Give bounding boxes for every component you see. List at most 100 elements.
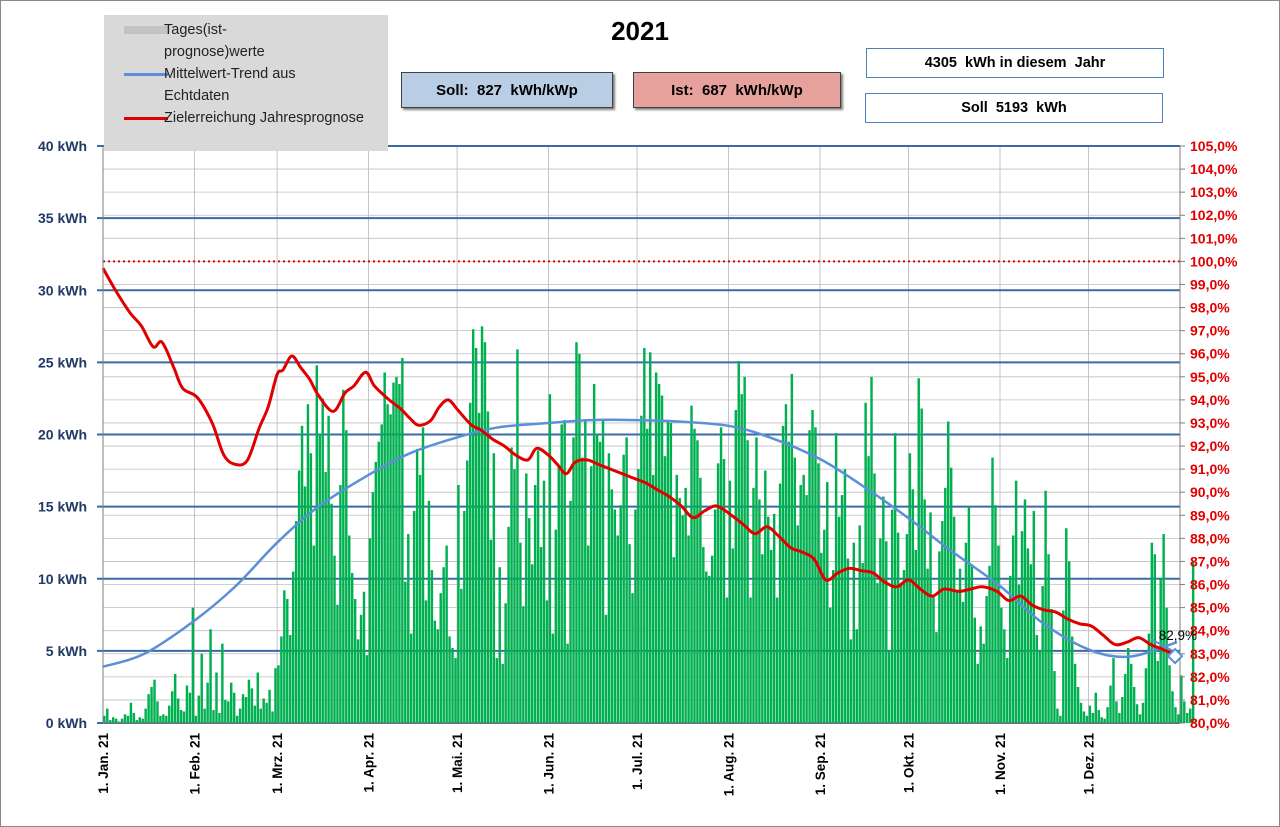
daily-bar: [153, 679, 156, 723]
daily-bar: [492, 453, 496, 723]
daily-bar: [920, 408, 923, 723]
daily-bar: [117, 721, 121, 723]
daily-bar: [324, 472, 327, 723]
daily-bar: [215, 672, 218, 723]
daily-bar: [1177, 714, 1180, 723]
daily-bar: [589, 466, 593, 723]
y-left-tick-labels: 0 kWh 5 kWh 10 kWh 15 kWh 20 kWh 25 kWh 30 kWh…: [38, 138, 87, 731]
daily-bar: [1183, 701, 1186, 723]
daily-bar: [138, 717, 141, 723]
daily-bar: [380, 424, 383, 723]
y-right-tick-label: 100,0%: [1190, 253, 1238, 269]
legend: Tages(ist-prognose)werte Mittelwert-Tren…: [104, 15, 388, 151]
daily-bar: [581, 457, 584, 723]
daily-bar: [811, 409, 814, 723]
daily-bar: [879, 538, 882, 723]
daily-bar: [480, 326, 484, 723]
daily-bar: [843, 469, 847, 723]
daily-bar: [858, 525, 861, 723]
daily-bar: [637, 469, 640, 723]
daily-bar: [206, 682, 209, 723]
daily-bar: [967, 506, 971, 723]
y-left-tick-label: 15 kWh: [38, 499, 87, 515]
daily-bar: [554, 529, 558, 723]
y-right-tick-label: 98,0%: [1190, 300, 1230, 316]
daily-bar: [300, 425, 304, 723]
daily-bar: [103, 715, 106, 723]
y-right-tick-label: 89,0%: [1190, 507, 1230, 523]
daily-bar: [734, 409, 738, 723]
daily-bar: [938, 551, 941, 723]
daily-bar: [398, 384, 401, 723]
daily-bar: [109, 720, 112, 723]
daily-bar: [321, 398, 324, 723]
daily-bar: [846, 558, 850, 723]
y-left-tick-label: 25 kWh: [38, 354, 87, 370]
daily-bar: [353, 598, 357, 723]
daily-bar: [1129, 663, 1133, 723]
daily-bar: [309, 453, 313, 723]
daily-bar: [159, 715, 162, 723]
x-tick-label: 1. Sep. 21: [813, 733, 828, 796]
daily-bar: [200, 653, 203, 723]
y-right-tick-label: 88,0%: [1190, 530, 1230, 546]
x-tick-label: 1. Okt. 21: [902, 733, 917, 794]
chart-title: 2021: [611, 16, 669, 46]
daily-bar: [280, 636, 283, 723]
daily-bar: [123, 714, 127, 723]
daily-bar: [377, 441, 380, 723]
daily-bar: [271, 711, 274, 723]
daily-bar: [362, 591, 366, 723]
daily-bar: [436, 629, 439, 723]
daily-bar: [775, 597, 779, 723]
daily-bar: [501, 663, 504, 723]
legend-label-goal: Zielerreichung Jahresprognose: [164, 110, 364, 126]
y-right-tick-label: 94,0%: [1190, 392, 1230, 408]
y-right-tick-label: 96,0%: [1190, 346, 1230, 362]
daily-bar: [681, 515, 684, 723]
x-tick-label: 1. Aug. 21: [722, 733, 737, 797]
daily-bar: [1127, 647, 1130, 723]
daily-bar: [772, 513, 776, 723]
daily-bar: [657, 384, 661, 723]
daily-bar: [395, 376, 398, 723]
daily-bar: [613, 509, 617, 723]
daily-bar: [893, 433, 897, 723]
daily-bar: [1067, 561, 1071, 723]
daily-bar: [389, 414, 392, 723]
daily-bar: [545, 600, 549, 723]
daily-bar: [1000, 607, 1003, 723]
daily-bar: [333, 555, 336, 723]
daily-bar: [964, 542, 968, 723]
daily-bar: [383, 372, 386, 723]
daily-bar: [569, 500, 572, 723]
daily-bar: [1141, 702, 1145, 723]
daily-bar: [114, 718, 118, 723]
daily-bar: [365, 655, 369, 723]
daily-bar: [575, 342, 578, 723]
daily-bar: [563, 420, 566, 723]
daily-bar: [1109, 685, 1112, 723]
daily-bar: [861, 562, 864, 723]
daily-bar: [1050, 609, 1053, 723]
trend-series: [102, 418, 1178, 668]
daily-bar: [162, 714, 165, 723]
daily-bar: [746, 440, 749, 723]
daily-bar: [1174, 707, 1177, 723]
daily-bar: [911, 489, 915, 723]
daily-bar: [961, 601, 965, 723]
daily-bar: [849, 639, 853, 723]
daily-bar: [1156, 660, 1159, 723]
daily-bar: [1188, 708, 1192, 723]
daily-bar: [867, 456, 870, 723]
daily-bar: [318, 434, 321, 723]
daily-bar: [820, 552, 823, 723]
x-tick-label: 1. Jan. 21: [96, 733, 111, 794]
daily-bar: [982, 643, 985, 723]
daily-bar: [407, 534, 410, 723]
daily-bar: [672, 557, 676, 723]
daily-bar: [374, 461, 378, 723]
daily-bar: [415, 448, 419, 723]
y-right-tick-label: 87,0%: [1190, 553, 1230, 569]
